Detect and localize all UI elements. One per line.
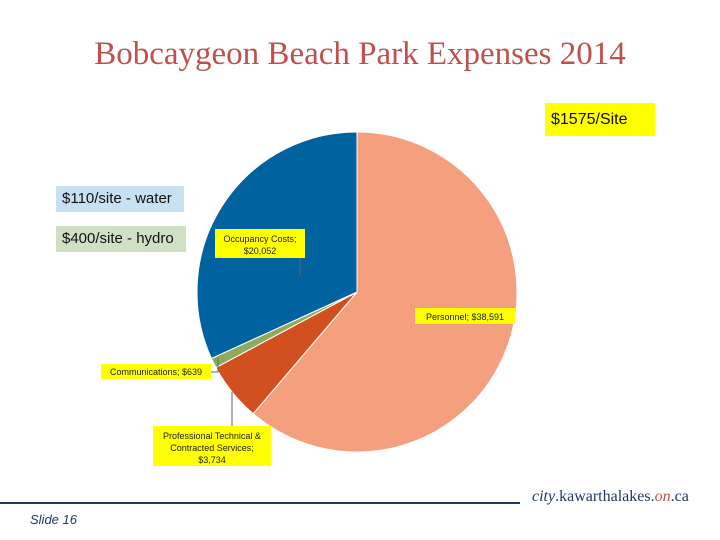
data-label-professional-line1: Professional Technical & bbox=[163, 431, 261, 441]
data-label-professional: Professional Technical & Contracted Serv… bbox=[153, 426, 271, 466]
pie-slice-personnel bbox=[252, 131, 518, 453]
data-label-communications: Communications; $639 bbox=[101, 364, 211, 379]
footer-url-domain: .kawarthalakes. bbox=[555, 488, 655, 505]
slide-number: Slide 16 bbox=[30, 512, 77, 527]
data-label-personnel: Personnel; $38,591 bbox=[415, 308, 515, 324]
data-label-occupancy-line2: $20,052 bbox=[244, 246, 277, 256]
per-site-note: $1575/Site bbox=[545, 103, 655, 136]
data-label-occupancy-line1: Occupancy Costs; bbox=[223, 234, 296, 244]
hydro-note: $400/site - hydro bbox=[56, 226, 186, 252]
footer-url-city: city bbox=[532, 488, 556, 505]
data-label-occupancy: Occupancy Costs; $20,052 bbox=[215, 229, 305, 258]
data-label-professional-line3: $3,734 bbox=[198, 455, 226, 465]
footer-url-on: on bbox=[654, 488, 671, 505]
footer-url: city.kawarthalakes.on.ca bbox=[532, 488, 689, 506]
leader-line-communications bbox=[210, 358, 219, 373]
data-label-professional-line2: Contracted Services; bbox=[170, 443, 254, 453]
data-label-personnel-text: Personnel; $38,591 bbox=[426, 312, 504, 322]
chart-title: Bobcaygeon Beach Park Expenses 2014 bbox=[94, 36, 626, 72]
footer-url-ca: .ca bbox=[670, 488, 689, 505]
footer-divider bbox=[0, 502, 520, 504]
data-label-communications-text: Communications; $639 bbox=[110, 367, 202, 377]
water-note: $110/site - water bbox=[56, 186, 184, 212]
